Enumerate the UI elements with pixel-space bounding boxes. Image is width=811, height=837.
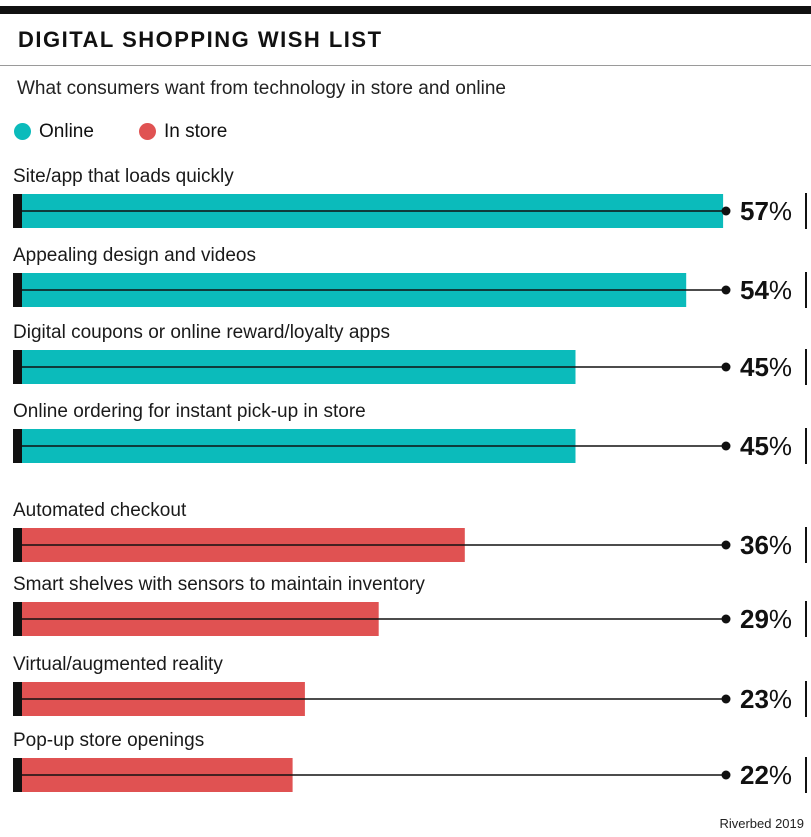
end-tick — [805, 681, 807, 717]
leader-dot — [721, 441, 731, 451]
end-tick — [805, 349, 807, 385]
legend-swatch-in-store — [139, 123, 156, 140]
category-label-online: Digital coupons or online reward/loyalty… — [13, 322, 390, 343]
title-divider — [0, 65, 811, 66]
leader-dot — [721, 285, 731, 295]
chart-title: DIGITAL SHOPPING WISH LIST — [18, 27, 383, 52]
bar-start-marker — [13, 528, 22, 562]
value-label: 54% — [740, 275, 792, 305]
legend-swatch-online — [14, 123, 31, 140]
category-label-online: Site/app that loads quickly — [13, 166, 234, 187]
leader-dot — [721, 614, 731, 624]
leader-dot — [721, 206, 731, 216]
top-rule — [0, 6, 811, 14]
chart-subtitle: What consumers want from technology in s… — [17, 78, 506, 99]
bar-start-marker — [13, 682, 22, 716]
end-tick — [805, 527, 807, 563]
category-label-in-store: Virtual/augmented reality — [13, 654, 223, 675]
value-label: 45% — [740, 431, 792, 461]
source-credit: Riverbed 2019 — [719, 816, 804, 831]
value-label: 36% — [740, 530, 792, 560]
legend-label-in-store: In store — [164, 121, 228, 142]
bar-start-marker — [13, 273, 22, 307]
bar-start-marker — [13, 194, 22, 228]
bar-start-marker — [13, 429, 22, 463]
value-label: 23% — [740, 684, 792, 714]
end-tick — [805, 757, 807, 793]
bar-start-marker — [13, 602, 22, 636]
value-label: 29% — [740, 604, 792, 634]
leader-dot — [721, 770, 731, 780]
category-label-in-store: Pop-up store openings — [13, 730, 204, 751]
legend-label-online: Online — [39, 121, 94, 142]
end-tick — [805, 193, 807, 229]
end-tick — [805, 428, 807, 464]
leader-dot — [721, 694, 731, 704]
category-label-in-store: Smart shelves with sensors to maintain i… — [13, 574, 425, 595]
category-label-in-store: Automated checkout — [13, 500, 187, 521]
value-label: 45% — [740, 352, 792, 382]
bar-start-marker — [13, 350, 22, 384]
leader-dot — [721, 540, 731, 550]
bar-start-marker — [13, 758, 22, 792]
value-label: 57% — [740, 196, 792, 226]
end-tick — [805, 601, 807, 637]
category-label-online: Appealing design and videos — [13, 245, 256, 266]
category-label-online: Online ordering for instant pick-up in s… — [13, 401, 366, 422]
leader-dot — [721, 362, 731, 372]
value-label: 22% — [740, 760, 792, 790]
end-tick — [805, 272, 807, 308]
